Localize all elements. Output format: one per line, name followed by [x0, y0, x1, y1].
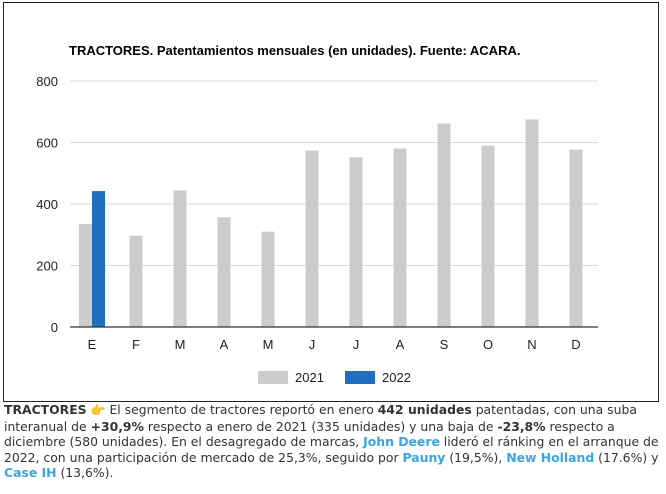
y-tick-label: 400 [36, 197, 58, 212]
bar-2021-1 [79, 223, 92, 327]
bar-2021-11 [525, 119, 539, 327]
caption-text: (19,5%), [445, 449, 507, 465]
x-tick-label: M [263, 337, 274, 352]
bar-2021-8 [393, 148, 407, 327]
chart-caption: TRACTORES 👉 El segmento de tractores rep… [4, 402, 662, 481]
legend-label-2021: 2021 [295, 370, 324, 385]
caption-text: respecto a enero de 2021 (335 unidades) … [143, 418, 498, 434]
chart-frame: TRACTORES. Patentamientos mensuales (en … [3, 2, 659, 402]
caption-label: TRACTORES [4, 402, 87, 417]
x-tick-label: F [132, 337, 140, 352]
caption-highlight-drop: -23,8% [497, 418, 546, 434]
chart-title: TRACTORES. Patentamientos mensuales (en … [69, 43, 520, 58]
x-tick-label: J [309, 337, 316, 352]
bar-2021-6 [305, 150, 319, 327]
caption-highlight-rise: +30,9% [90, 418, 144, 434]
x-tick-label: A [220, 337, 229, 352]
x-tick-label: M [175, 337, 186, 352]
y-tick-label: 0 [51, 320, 58, 335]
caption-highlight-units: 442 unidades [377, 402, 472, 417]
brand-link-case-ih[interactable]: Case IH [4, 465, 57, 481]
caption-text: El segmento de tractores reportó en ener… [105, 402, 378, 417]
bar-2021-3 [173, 190, 187, 327]
bar-2021-9 [437, 123, 451, 327]
bar-2021-10 [481, 145, 495, 327]
bar-2021-5 [261, 231, 275, 327]
caption-text: lideró el ránking en el arranque de 2022… [4, 434, 659, 465]
legend-swatch-2022 [345, 371, 375, 384]
pointing-hand-icon: 👉 [90, 403, 106, 417]
x-tick-label: J [353, 337, 360, 352]
y-tick-label: 600 [36, 136, 58, 151]
x-tick-label: N [527, 337, 536, 352]
bar-2021-7 [349, 157, 363, 327]
caption-text: (17.6%) y [594, 449, 659, 465]
caption-text: respecto a diciembre (580 unidades). En … [4, 418, 615, 450]
brand-link-john-deere[interactable]: John Deere [363, 434, 440, 450]
caption-text: (13,6%). [56, 465, 114, 481]
x-tick-label: A [396, 337, 405, 352]
caption-text: patentadas, con una suba interanual de [4, 402, 637, 434]
y-tick-label: 800 [36, 74, 58, 89]
legend-label-2022: 2022 [382, 370, 411, 385]
x-tick-label: D [571, 337, 580, 352]
x-tick-label: S [440, 337, 449, 352]
bar-2021-4 [217, 217, 231, 327]
brand-link-new-holland[interactable]: New Holland [506, 449, 595, 465]
bar-2022-1 [92, 191, 105, 327]
bar-chart: TRACTORES. Patentamientos mensuales (en … [36, 43, 598, 385]
y-tick-label: 200 [36, 259, 58, 274]
brand-link-pauny[interactable]: Pauny [402, 449, 446, 465]
x-tick-label: E [88, 337, 97, 352]
bar-2021-12 [569, 149, 583, 327]
legend-swatch-2021 [258, 371, 288, 384]
x-tick-label: O [483, 337, 493, 352]
bar-2021-2 [129, 235, 143, 327]
